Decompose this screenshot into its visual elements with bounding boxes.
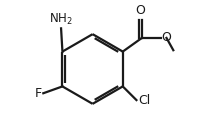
Text: F: F: [35, 87, 42, 100]
Text: Cl: Cl: [138, 94, 150, 107]
Text: O: O: [136, 4, 146, 17]
Text: NH$_2$: NH$_2$: [49, 12, 73, 27]
Text: O: O: [162, 31, 172, 44]
